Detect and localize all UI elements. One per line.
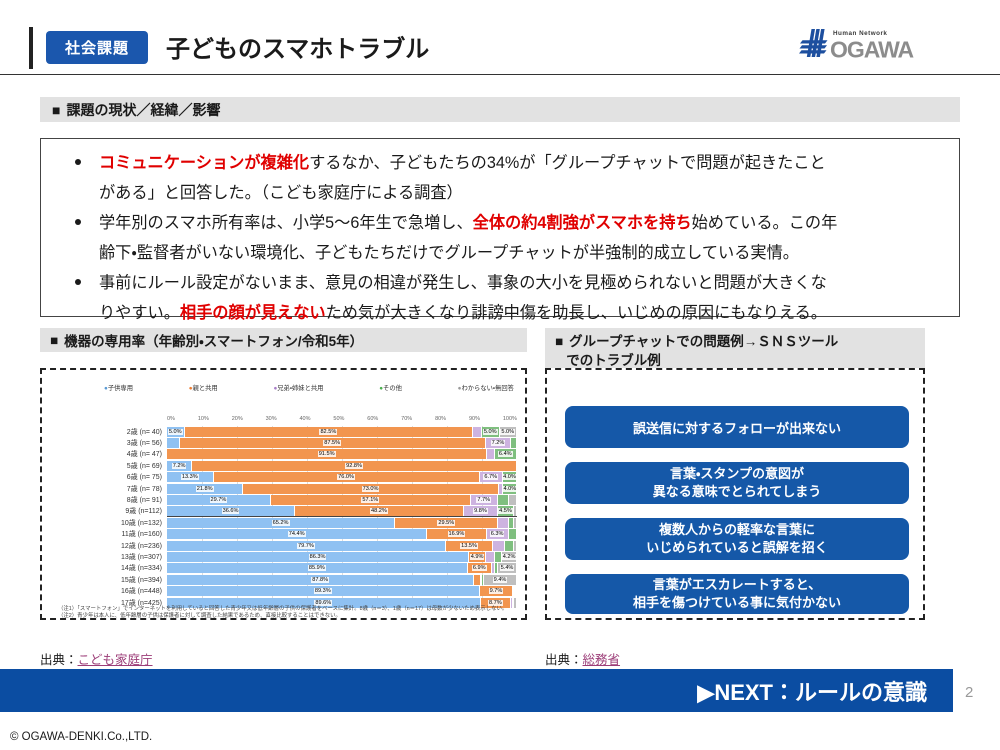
svg-text:OGAWA: OGAWA: [830, 37, 914, 63]
